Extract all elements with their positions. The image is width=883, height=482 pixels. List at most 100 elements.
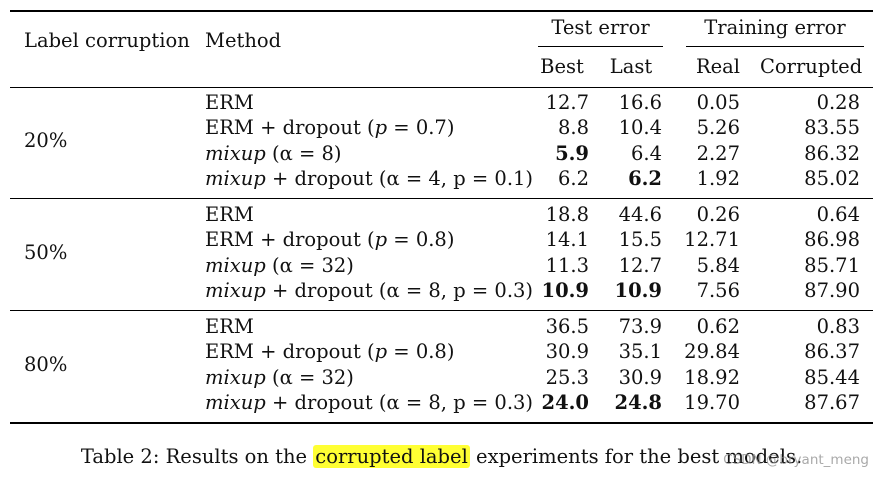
best-cell: 12.7 [545,91,589,114]
method-cell: mixup (α = 32) [205,366,354,390]
method-cell: mixup (α = 8) [205,142,342,166]
header-training-error: Training error [704,16,846,39]
method-cell: mixup + dropout (α = 4, p = 0.1) [205,167,533,191]
method-italic: p [374,116,388,140]
method-italic: p [374,228,388,252]
real-cell: 7.56 [696,278,740,302]
corrupted-cell: 83.55 [804,116,860,140]
last-cell: 16.6 [618,91,662,114]
method-cell: ERM [205,203,254,227]
method-post: ERM [205,315,254,338]
real-cell: 0.62 [696,315,740,338]
bottom-rule [10,422,873,424]
real-cell: 12.71 [684,228,740,252]
method-post: + dropout (α = 4, p = 0.1) [265,166,534,190]
corrupted-cell: 87.90 [804,278,860,302]
method-cell: mixup + dropout (α = 8, p = 0.3) [205,279,533,303]
training-error-cmidrule [686,46,864,47]
test-error-cmidrule [538,46,663,47]
real-cell: 0.05 [696,91,740,114]
last-cell: 12.7 [618,253,662,277]
corrupted-cell: 87.67 [804,390,860,414]
best-cell: 36.5 [545,315,589,338]
header-last: Last [609,55,653,78]
method-post: + dropout (α = 8, p = 0.3) [265,390,534,414]
header-best: Best [540,55,584,78]
last-cell: 24.8 [614,390,663,414]
method-post: (α = 32) [265,253,354,277]
header-label-corruption: Label corruption [24,29,190,52]
header-test-error: Test error [551,16,650,39]
corruption-level: 50% [24,240,68,264]
best-cell: 5.9 [555,141,589,165]
best-cell: 8.8 [557,116,589,140]
last-cell: 6.4 [630,141,662,165]
corrupted-cell: 86.98 [804,228,860,252]
method-cell: ERM [205,315,254,339]
real-cell: 29.84 [684,340,740,364]
caption-highlight: corrupted label [313,445,470,468]
method-pre: ERM + dropout ( [205,228,375,252]
method-italic: mixup [205,141,266,165]
header-rule [10,87,873,88]
method-cell: mixup + dropout (α = 8, p = 0.3) [205,391,533,415]
method-cell: ERM [205,91,254,115]
last-cell: 30.9 [618,365,662,389]
last-cell: 10.9 [614,278,663,302]
last-cell: 73.9 [618,315,662,338]
real-cell: 1.92 [696,166,740,190]
last-cell: 35.1 [618,340,662,364]
corrupted-cell: 85.71 [804,253,860,277]
header-method: Method [205,29,282,52]
caption-suffix: experiments for the best models. [469,445,803,468]
last-cell: 10.4 [618,116,662,140]
real-cell: 19.70 [684,390,740,414]
best-cell: 11.3 [545,253,589,277]
best-cell: 25.3 [545,365,589,389]
corrupted-cell: 85.02 [804,166,860,190]
real-cell: 18.92 [684,365,740,389]
corruption-level: 20% [24,128,68,152]
method-italic: p [374,340,388,364]
corrupted-cell: 0.64 [816,203,860,226]
group-rule-1 [10,198,873,199]
watermark: CSDN @bryant_meng [723,452,869,468]
header-corrupted: Corrupted [760,55,863,78]
method-cell: ERM + dropout (p = 0.8) [205,340,454,364]
corrupted-cell: 85.44 [804,365,860,389]
last-cell: 44.6 [618,203,662,226]
method-cell: mixup (α = 32) [205,254,354,278]
method-cell: ERM + dropout (p = 0.8) [205,228,454,252]
corrupted-cell: 86.37 [804,340,860,364]
corrupted-cell: 0.83 [816,315,860,338]
method-pre: ERM + dropout ( [205,116,375,140]
corrupted-cell: 86.32 [804,141,860,165]
best-cell: 30.9 [545,340,589,364]
method-italic: mixup [205,390,266,414]
top-rule [10,10,873,12]
method-post: (α = 8) [265,141,342,165]
method-post: = 0.8) [387,228,455,252]
method-italic: mixup [205,166,266,190]
caption-prefix: Table 2: Results on the [80,445,314,468]
method-post: + dropout (α = 8, p = 0.3) [265,278,534,302]
method-post: ERM [205,91,254,114]
method-post: (α = 32) [265,365,354,389]
corrupted-cell: 0.28 [816,91,860,114]
method-italic: mixup [205,253,266,277]
method-pre: ERM + dropout ( [205,340,375,364]
last-cell: 6.2 [628,166,662,190]
last-cell: 15.5 [618,228,662,252]
real-cell: 0.26 [696,203,740,226]
best-cell: 14.1 [545,228,589,252]
table-caption: Table 2: Results on the corrupted label … [0,445,883,468]
real-cell: 2.27 [696,141,740,165]
method-post: = 0.8) [387,340,455,364]
real-cell: 5.26 [696,116,740,140]
real-cell: 5.84 [696,253,740,277]
group-rule-2 [10,310,873,311]
method-cell: ERM + dropout (p = 0.7) [205,116,454,140]
best-cell: 18.8 [545,203,589,226]
best-cell: 24.0 [541,390,590,414]
best-cell: 10.9 [541,278,590,302]
